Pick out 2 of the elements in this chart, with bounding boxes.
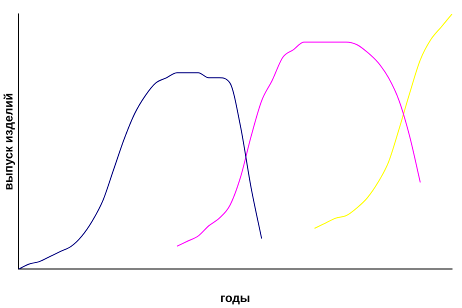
y-axis-title: выпуск изделий [2,92,16,190]
x-axis-title: годы [220,291,250,306]
